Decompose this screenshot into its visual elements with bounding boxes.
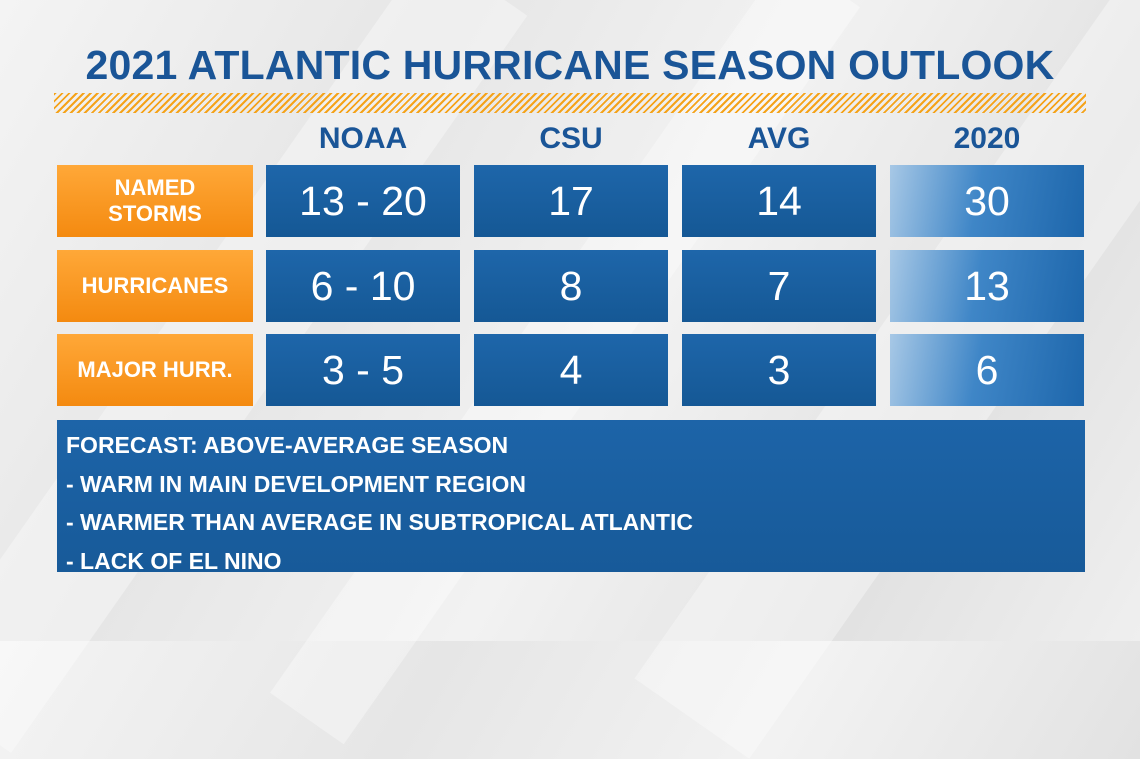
column-header-csu: CSU [539,122,603,155]
cell-hurricanes-csu: 8 [474,250,668,322]
column-header-2020: 2020 [953,122,1021,155]
title-underline-hatch [54,93,1086,113]
cell-major-hurricanes-avg: 3 [682,334,876,406]
cell-named-storms-2020: 30 [890,165,1084,237]
cell-major-hurricanes-csu: 4 [474,334,668,406]
cell-hurricanes-avg: 7 [682,250,876,322]
row-label-major-hurricanes: MAJOR HURR. [57,334,253,406]
forecast-note-item: - LACK OF EL NINO [66,547,282,574]
forecast-note-item: - WARMER THAN AVERAGE IN SUBTROPICAL ATL… [66,509,693,535]
cell-hurricanes-2020: 13 [890,250,1084,322]
forecast-heading: FORECAST: ABOVE-AVERAGE SEASON [66,432,509,458]
cell-named-storms-noaa: 13 - 20 [266,165,460,237]
column-header-avg: AVG [747,122,811,155]
cell-named-storms-avg: 14 [682,165,876,237]
cell-major-hurricanes-noaa: 3 - 5 [266,334,460,406]
page-title: 2021 ATLANTIC HURRICANE SEASON OUTLOOK [85,42,1055,88]
column-header-noaa: NOAA [318,122,408,155]
forecast-note-item: - WARM IN MAIN DEVELOPMENT REGION [66,470,526,497]
row-label-named-storms: NAMED STORMS [57,165,253,237]
cell-hurricanes-noaa: 6 - 10 [266,250,460,322]
forecast-notes-panel: FORECAST: ABOVE-AVERAGE SEASON - WARM IN… [57,420,1085,574]
row-label-hurricanes: HURRICANES [57,250,253,322]
cell-named-storms-csu: 17 [474,165,668,237]
cell-major-hurricanes-2020: 6 [890,334,1084,406]
